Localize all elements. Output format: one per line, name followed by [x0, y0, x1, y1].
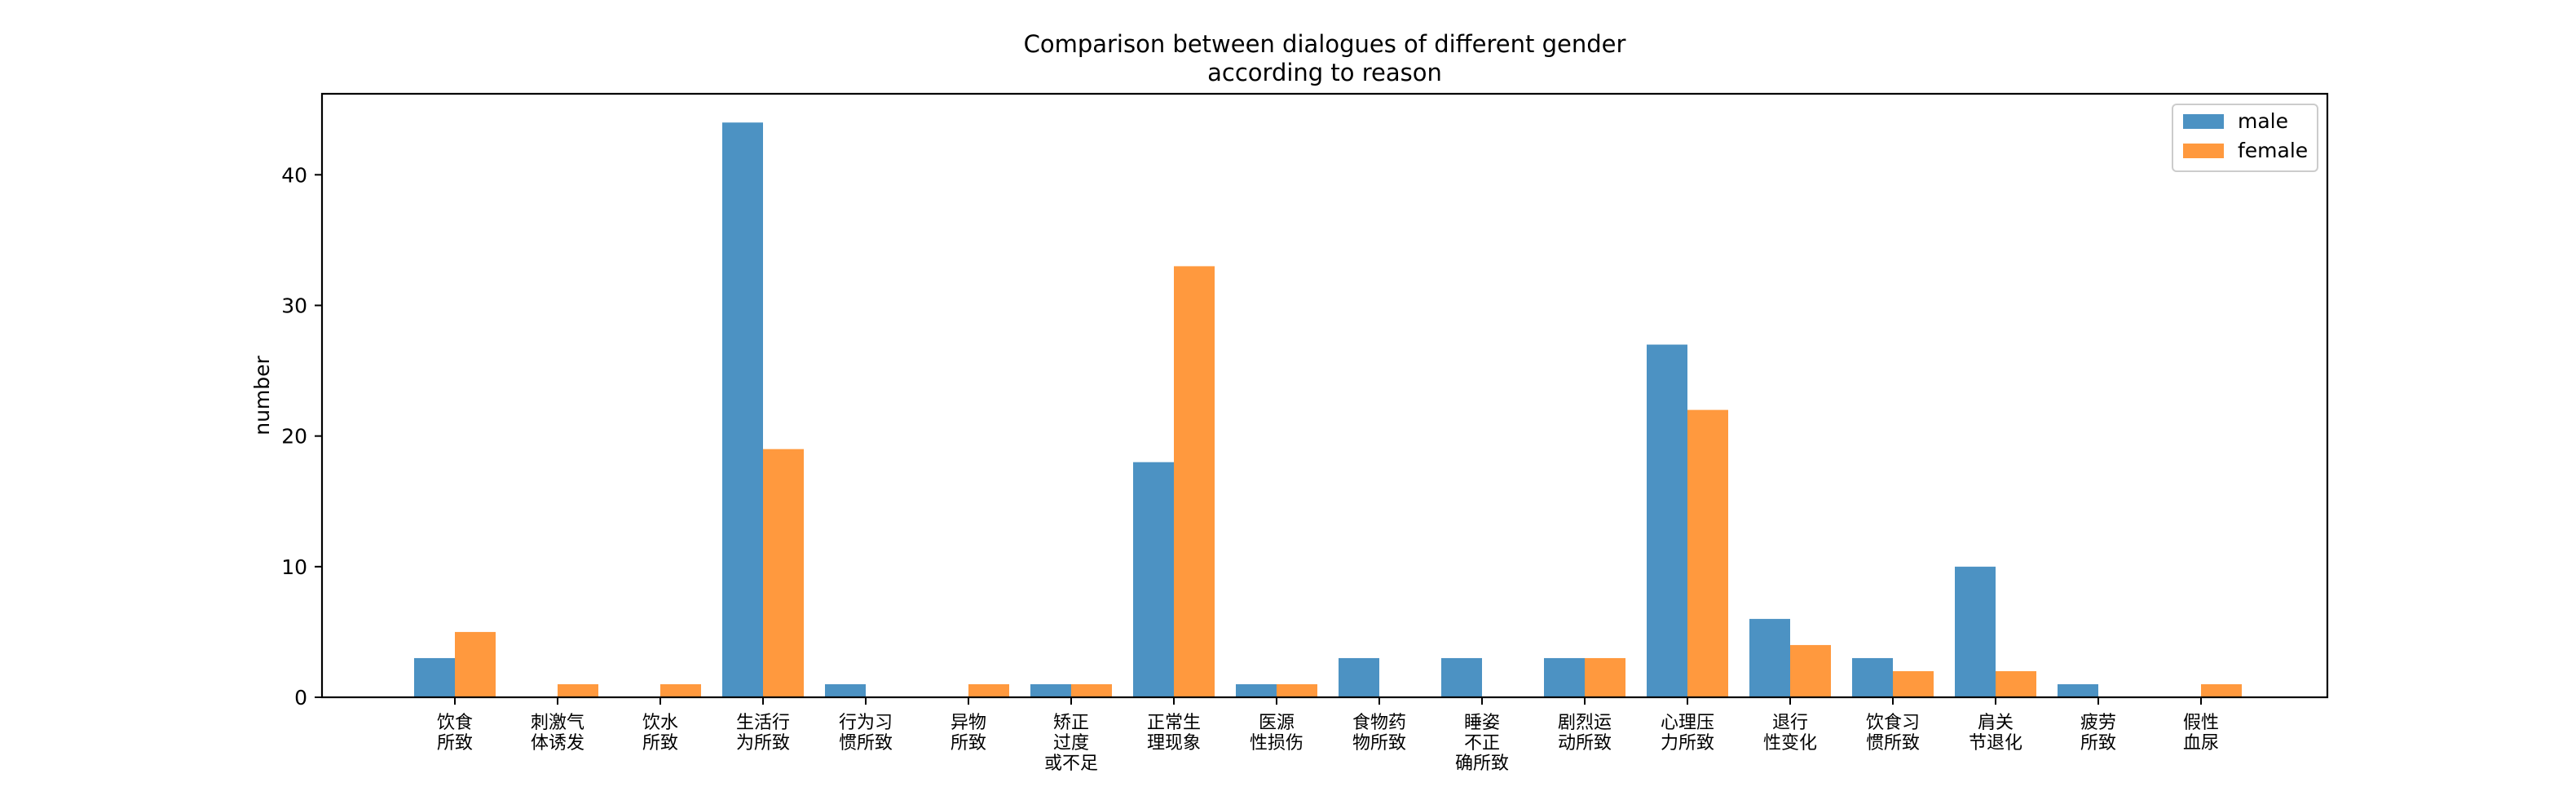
x-tick-label: 刺激气体诱发 — [531, 713, 584, 754]
bar-female — [1996, 670, 2036, 697]
legend-label-female: female — [2238, 139, 2308, 162]
x-tick-label: 食物药物所致 — [1352, 713, 1406, 754]
bar-female — [1174, 266, 1215, 697]
bar-male — [1441, 657, 1482, 697]
chart-title-line: Comparison between dialogues of differen… — [1024, 30, 1626, 58]
x-tick-label: 行为习惯所致 — [839, 713, 893, 754]
x-tick-label: 心理压力所致 — [1661, 713, 1714, 754]
x-tick-label: 异物所致 — [951, 713, 986, 754]
legend: male female — [2172, 104, 2318, 172]
bar-male — [1852, 657, 1893, 697]
bar-male — [1133, 462, 1174, 697]
x-tick-label: 肩关节退化 — [1969, 713, 2022, 754]
bar-female — [2201, 683, 2242, 697]
bar-female — [968, 683, 1009, 697]
bar-female — [1893, 670, 1934, 697]
bar-male — [1647, 344, 1687, 697]
y-tick-label: 0 — [294, 686, 307, 710]
bar-male — [1339, 657, 1379, 697]
y-axis: 0 10 20 30 40 — [281, 163, 322, 710]
bar-female — [1790, 644, 1831, 697]
bar-female — [1585, 657, 1625, 697]
x-tick-label: 疲劳所致 — [2080, 713, 2116, 754]
bars-group — [414, 122, 2242, 697]
bar-male — [1236, 683, 1277, 697]
x-axis: 饮食所致 刺激气体诱发 饮水所致 生活行为所致 行为习惯所致 异物所致 矫正过度或不足 正常生… — [437, 697, 2219, 774]
x-tick-label: 退行性变化 — [1763, 713, 1817, 754]
bar-male — [1955, 566, 1996, 697]
bar-female — [1277, 683, 1317, 697]
bar-male — [2058, 683, 2098, 697]
legend-swatch-female — [2183, 144, 2224, 158]
x-tick-label: 正常生理现象 — [1147, 713, 1201, 754]
bar-female — [455, 631, 496, 697]
bar-male — [1030, 683, 1071, 697]
y-tick-label: 20 — [281, 425, 307, 449]
legend-swatch-male — [2183, 114, 2224, 129]
x-tick-label: 剧烈运动所致 — [1558, 713, 1612, 754]
x-tick-label: 饮水所致 — [642, 713, 678, 754]
bar-female — [1071, 683, 1112, 697]
x-tick-label: 生活行为所致 — [736, 713, 790, 754]
x-tick-label: 饮食习惯所致 — [1866, 713, 1920, 754]
x-tick-label: 假性血尿 — [2183, 713, 2219, 754]
bar-male — [414, 657, 455, 697]
x-tick-label: 饮食所致 — [437, 713, 473, 754]
x-tick-label: 睡姿不正确所致 — [1455, 713, 1509, 774]
bar-female — [558, 683, 598, 697]
bar-male — [825, 683, 866, 697]
y-tick-label: 40 — [281, 163, 307, 187]
y-tick-label: 30 — [281, 294, 307, 317]
x-tick-label: 矫正过度或不足 — [1044, 713, 1098, 774]
bar-female — [1687, 409, 1728, 697]
y-tick-label: 10 — [281, 555, 307, 579]
bar-male — [1749, 618, 1790, 697]
legend-label-male: male — [2238, 109, 2288, 133]
bar-male — [722, 122, 763, 697]
bar-male — [1544, 657, 1585, 697]
plot-frame — [320, 92, 2329, 699]
y-axis-label: number — [250, 355, 274, 435]
chart-title-line: according to reason — [1207, 59, 1442, 86]
bar-female — [763, 449, 804, 697]
x-tick-label: 医源性损伤 — [1250, 713, 1303, 754]
chart-title: Comparison between dialogues of differen… — [1024, 30, 1626, 86]
bar-female — [660, 683, 701, 697]
